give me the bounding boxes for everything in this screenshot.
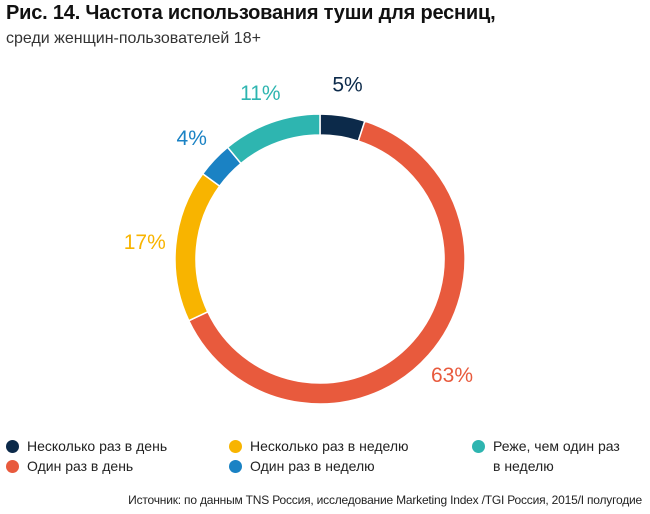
legend-item-once-per-week: Один раз в неделю bbox=[229, 458, 375, 474]
legend-label: Реже, чем один раз bbox=[493, 438, 620, 454]
legend: Несколько раз в день Один раз в день Нес… bbox=[0, 430, 650, 480]
slice-4 bbox=[226, 113, 321, 165]
slice-label-0: 5% bbox=[332, 74, 362, 97]
legend-swatch bbox=[472, 439, 485, 453]
legend-label: Один раз в неделю bbox=[250, 458, 375, 474]
legend-swatch bbox=[229, 459, 242, 473]
legend-label: Один раз в день bbox=[27, 458, 134, 474]
slice-2 bbox=[174, 172, 221, 322]
slice-label-1: 63% bbox=[431, 364, 473, 387]
chart-title: Рис. 14. Частота использования туши для … bbox=[6, 2, 496, 24]
legend-swatch bbox=[6, 439, 19, 453]
legend-label-continued: в неделю bbox=[493, 458, 554, 474]
slice-0 bbox=[319, 113, 366, 143]
source-note: Источник: по данным TNS Россия, исследов… bbox=[128, 493, 642, 507]
slice-label-2: 17% bbox=[124, 231, 166, 254]
donut-chart: 5% 63% 17% 4% 11% bbox=[124, 74, 473, 405]
legend-item-several-per-day: Несколько раз в день bbox=[6, 438, 167, 454]
slice-label-4: 11% bbox=[240, 82, 280, 105]
legend-item-several-per-week: Несколько раз в неделю bbox=[229, 438, 409, 454]
slice-label-3: 4% bbox=[177, 127, 207, 150]
legend-item-once-per-day: Один раз в день bbox=[6, 458, 133, 474]
legend-item-less-than-weekly: Реже, чем один раз в неделю bbox=[472, 438, 620, 474]
slice-1 bbox=[187, 120, 466, 405]
legend-swatch bbox=[229, 439, 242, 453]
legend-label: Несколько раз в неделю bbox=[250, 438, 409, 454]
chart-subtitle: среди женщин-пользователей 18+ bbox=[6, 30, 261, 47]
legend-swatch bbox=[6, 459, 19, 473]
legend-label: Несколько раз в день bbox=[27, 438, 168, 454]
